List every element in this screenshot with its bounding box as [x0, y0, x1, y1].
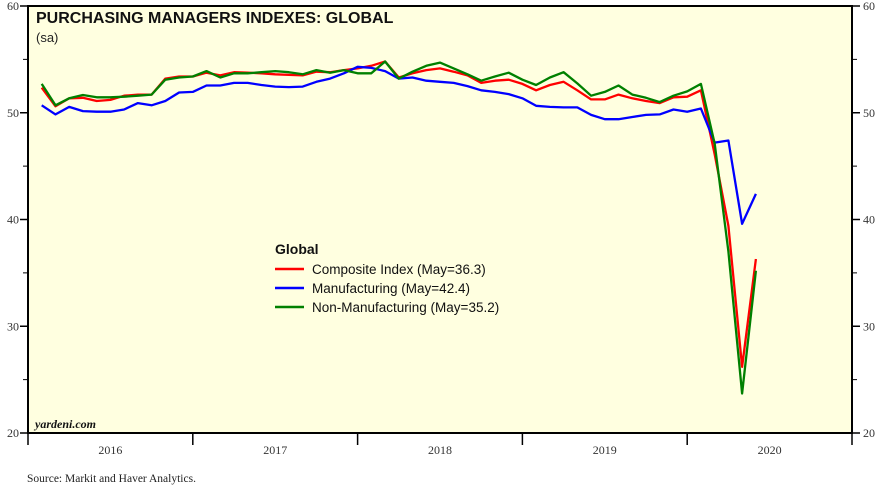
y-tick-label-left: 60 [7, 0, 19, 13]
x-tick-label: 2016 [98, 443, 122, 457]
y-tick-label-left: 30 [7, 319, 19, 333]
chart-subtitle: (sa) [36, 30, 58, 45]
x-tick-label: 2020 [758, 443, 782, 457]
non-manufacturing-line [40, 60, 758, 395]
plot-background [28, 6, 852, 433]
y-tick-label-left: 50 [7, 106, 19, 120]
legend-label-composite: Composite Index (May=36.3) [312, 262, 486, 277]
legend-label-non-manufacturing: Non-Manufacturing (May=35.2) [312, 300, 499, 315]
x-tick-label: 2019 [593, 443, 617, 457]
y-tick-label-left: 20 [7, 426, 19, 440]
y-tick-label-right: 50 [863, 106, 875, 120]
y-tick-label-left: 40 [7, 213, 19, 227]
y-tick-label-right: 40 [863, 213, 875, 227]
watermark-yardeni: yardeni.com [33, 417, 96, 431]
legend-label-manufacturing: Manufacturing (May=42.4) [312, 281, 470, 296]
chart-title: PURCHASING MANAGERS INDEXES: GLOBAL [36, 10, 394, 27]
y-tick-label-right: 30 [863, 319, 875, 333]
x-tick-label: 2018 [428, 443, 452, 457]
legend-title: Global [275, 241, 319, 257]
source-note: Source: Markit and Haver Analytics. [27, 473, 196, 485]
y-tick-label-right: 20 [863, 426, 875, 440]
series-lines [40, 60, 758, 395]
legend: Global Composite Index (May=36.3) Manufa… [275, 241, 499, 315]
plot-frame [27, 5, 853, 434]
x-tick-label: 2017 [263, 443, 287, 457]
y-tick-label-right: 60 [863, 0, 875, 13]
